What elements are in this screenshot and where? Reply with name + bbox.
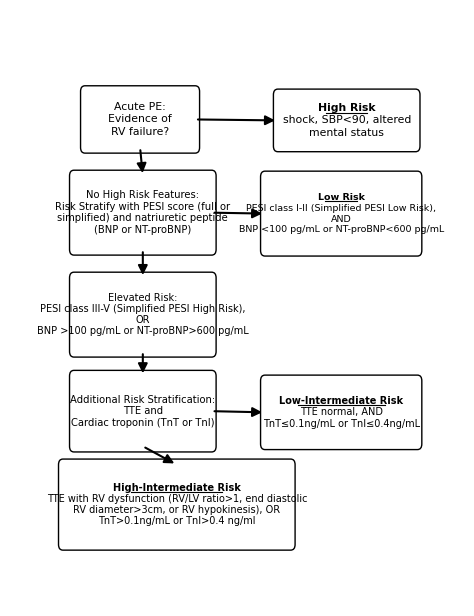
Text: TnT≤0.1ng/mL or TnI≤0.4ng/mL: TnT≤0.1ng/mL or TnI≤0.4ng/mL [263,419,420,429]
Text: TTE normal, AND: TTE normal, AND [300,407,383,418]
Text: Low-Intermediate Risk: Low-Intermediate Risk [279,396,403,406]
Text: TnT>0.1ng/mL or TnI>0.4 ng/ml: TnT>0.1ng/mL or TnI>0.4 ng/ml [98,516,255,527]
Text: RV failure?: RV failure? [111,127,169,137]
FancyBboxPatch shape [261,171,422,256]
FancyBboxPatch shape [273,89,420,152]
Text: High Risk: High Risk [318,103,375,113]
Text: High-Intermediate Risk: High-Intermediate Risk [113,483,241,493]
Text: TTE and: TTE and [123,406,163,416]
Text: BNP <100 pg/mL or NT-proBNP<600 pg/mL: BNP <100 pg/mL or NT-proBNP<600 pg/mL [238,225,444,235]
FancyBboxPatch shape [70,370,216,452]
Text: (BNP or NT-proBNP): (BNP or NT-proBNP) [94,225,191,235]
Text: Risk Stratify with PESI score (full or: Risk Stratify with PESI score (full or [55,202,230,212]
Text: simplified) and natriuretic peptide: simplified) and natriuretic peptide [57,213,228,224]
FancyBboxPatch shape [70,272,216,357]
Text: PESI class I-II (Simplified PESI Low Risk),: PESI class I-II (Simplified PESI Low Ris… [246,204,436,213]
Text: Cardiac troponin (TnT or TnI): Cardiac troponin (TnT or TnI) [71,418,215,428]
FancyBboxPatch shape [261,375,422,450]
Text: Acute PE:: Acute PE: [114,102,166,112]
Text: Low Risk: Low Risk [318,193,365,202]
FancyBboxPatch shape [58,459,295,550]
Text: RV diameter>3cm, or RV hypokinesis), OR: RV diameter>3cm, or RV hypokinesis), OR [73,505,280,515]
Text: shock, SBP<90, altered: shock, SBP<90, altered [283,115,411,126]
Text: Additional Risk Stratification:: Additional Risk Stratification: [70,395,215,405]
FancyBboxPatch shape [70,170,216,255]
Text: No High Risk Features:: No High Risk Features: [86,190,200,200]
FancyBboxPatch shape [81,86,200,153]
Text: BNP >100 pg/mL or NT-proBNP>600 pg/mL: BNP >100 pg/mL or NT-proBNP>600 pg/mL [37,326,249,336]
Text: Elevated Risk:: Elevated Risk: [108,293,177,303]
Text: TTE with RV dysfunction (RV/LV ratio>1, end diastolic: TTE with RV dysfunction (RV/LV ratio>1, … [46,494,307,504]
Text: AND: AND [331,214,352,224]
Text: OR: OR [136,315,150,325]
Text: PESI class III-V (Simplified PESI High Risk),: PESI class III-V (Simplified PESI High R… [40,304,246,314]
Text: mental status: mental status [309,128,384,138]
Text: Evidence of: Evidence of [108,115,172,124]
